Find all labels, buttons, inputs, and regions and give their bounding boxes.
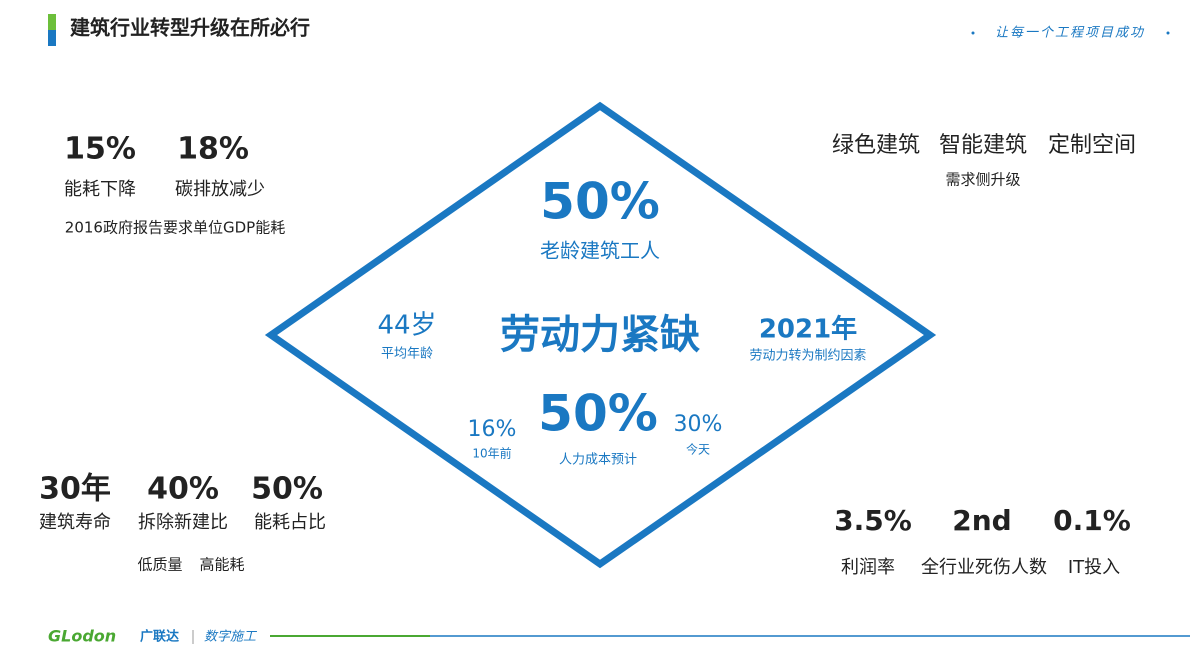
stat-label: 利润率 xyxy=(841,557,895,578)
stat-value: 0.1% xyxy=(1053,504,1131,537)
note: 低质量 xyxy=(137,556,182,574)
diamond-title: 劳动力紧缺 xyxy=(500,312,700,358)
diamond-value: 2021年 xyxy=(759,314,857,345)
stat-value: 18% xyxy=(177,132,249,167)
stat-label: 全行业死伤人数 xyxy=(921,557,1047,578)
stat-label: 建筑寿命 xyxy=(39,512,111,533)
dot xyxy=(971,31,975,35)
diamond-label: 今天 xyxy=(686,442,710,457)
diamond-value: 50% xyxy=(538,385,658,443)
stat-value: 50% xyxy=(251,472,323,507)
page-title: 建筑行业转型升级在所必行 xyxy=(70,16,310,40)
stat-label: 拆除新建比 xyxy=(138,512,228,533)
stat-value: 2nd xyxy=(952,504,1011,537)
tagline: 数字施工 xyxy=(204,629,258,645)
diamond-label: 10年前 xyxy=(472,446,511,461)
dot xyxy=(1166,31,1170,35)
note: 高能耗 xyxy=(199,556,244,574)
stat-label: 碳排放减少 xyxy=(175,179,265,200)
stat-label: 能耗占比 xyxy=(254,512,326,533)
title-icon-green xyxy=(48,14,56,30)
note: 需求侧升级 xyxy=(945,171,1020,189)
slogan: 让每一个工程项目成功 xyxy=(995,26,1145,41)
stat-value: 30年 xyxy=(39,472,111,507)
stat-label: IT投入 xyxy=(1068,557,1120,578)
diamond xyxy=(264,101,937,569)
item: 定制空间 xyxy=(1048,133,1136,158)
stat-value: 3.5% xyxy=(834,504,912,537)
diamond-value: 16% xyxy=(468,417,517,442)
stat-value: 40% xyxy=(147,472,219,507)
brand-cn: 广联达 xyxy=(140,629,179,645)
stat-value: 15% xyxy=(64,132,136,167)
item: 智能建筑 xyxy=(939,133,1027,158)
note: 2016政府报告要求单位GDP能耗 xyxy=(65,219,285,237)
diamond-value: 44岁 xyxy=(377,311,436,341)
brand-en: GLodon xyxy=(48,627,116,646)
item: 绿色建筑 xyxy=(832,133,920,158)
diamond-label: 劳动力转为制约因素 xyxy=(749,348,866,364)
diamond-label: 人力成本预计 xyxy=(559,453,637,468)
diamond-value: 30% xyxy=(674,412,723,437)
diamond-value: 50% xyxy=(540,173,660,231)
diamond-label: 老龄建筑工人 xyxy=(540,239,660,263)
diamond-label: 平均年龄 xyxy=(381,347,433,362)
stat-label: 能耗下降 xyxy=(64,179,136,200)
title-icon-blue xyxy=(48,30,56,46)
